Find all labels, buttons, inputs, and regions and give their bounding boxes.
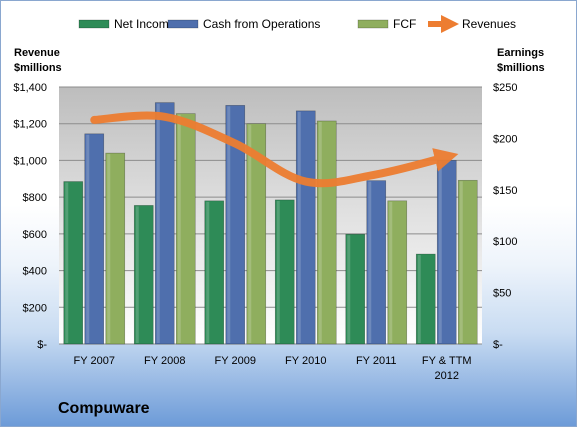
bar-fcf bbox=[246, 123, 267, 345]
x-tick-label: FY & TTM bbox=[422, 355, 472, 367]
bar-net-income bbox=[63, 181, 84, 345]
bar-highlight bbox=[135, 206, 139, 343]
x-tick-label: FY 2009 bbox=[215, 355, 256, 367]
legend-swatch bbox=[167, 19, 199, 29]
bar-highlight bbox=[417, 255, 421, 343]
bar-highlight bbox=[248, 124, 252, 343]
left-axis-ticks: $- $200 $400 $600 $800 $1,000 $1,200 $1,400 bbox=[13, 82, 47, 351]
legend-label: FCF bbox=[393, 17, 416, 31]
bars bbox=[63, 102, 478, 345]
category-labels: FY 2007 FY 2008 FY 2009 FY 2010 FY 2011 FY & … bbox=[74, 355, 472, 382]
x-tick-label: FY 2010 bbox=[285, 355, 326, 367]
bar-highlight bbox=[368, 181, 372, 343]
chart-legend: Net Income Cash from Operations FCF Revenue… bbox=[78, 15, 516, 33]
left-tick-label: $1,000 bbox=[13, 155, 47, 167]
bar-cash-from-operations bbox=[225, 105, 246, 345]
x-tick-label: FY 2007 bbox=[74, 355, 115, 367]
right-tick-label: $100 bbox=[493, 236, 517, 248]
legend-swatch bbox=[357, 19, 389, 29]
revenue-line-layer bbox=[90, 111, 459, 188]
legend-label: Net Income bbox=[114, 17, 176, 31]
bar-fcf bbox=[387, 200, 408, 345]
left-tick-label: $- bbox=[37, 339, 47, 351]
bar-net-income bbox=[204, 200, 225, 345]
right-axis-title: Earnings bbox=[497, 47, 544, 59]
bar-cash-from-operations bbox=[366, 180, 387, 345]
bar-highlight bbox=[347, 235, 351, 343]
left-tick-label: $1,200 bbox=[13, 119, 47, 131]
left-tick-label: $400 bbox=[23, 266, 47, 278]
right-tick-label: $250 bbox=[493, 82, 517, 94]
bar-fcf bbox=[175, 113, 196, 345]
company-name: Compuware bbox=[58, 400, 150, 417]
x-tick-label-line2: 2012 bbox=[435, 370, 459, 382]
legend-label: Cash from Operations bbox=[203, 17, 320, 31]
left-tick-label: $1,400 bbox=[13, 82, 47, 94]
x-tick-label: FY 2011 bbox=[356, 355, 397, 367]
bar-highlight bbox=[227, 106, 231, 343]
left-tick-label: $800 bbox=[23, 192, 47, 204]
right-axis-unit: $millions bbox=[497, 62, 545, 74]
bar-fcf bbox=[457, 179, 478, 345]
right-tick-label: $150 bbox=[493, 185, 517, 197]
axis-titles: Revenue $millions Earnings $millions bbox=[14, 47, 545, 74]
revenue-line bbox=[90, 111, 459, 188]
plot-area bbox=[59, 87, 482, 344]
bar-net-income bbox=[415, 253, 436, 345]
bar-highlight bbox=[318, 121, 322, 343]
bar-cash-from-operations bbox=[154, 102, 175, 345]
bar-cash-from-operations bbox=[295, 110, 316, 345]
left-axis-title: Revenue bbox=[14, 47, 60, 59]
bar-fcf bbox=[316, 120, 337, 345]
bar-highlight bbox=[65, 182, 69, 343]
bar-fcf bbox=[105, 152, 126, 345]
right-tick-label: $50 bbox=[493, 288, 511, 300]
bar-highlight bbox=[107, 154, 111, 343]
legend-label: Revenues bbox=[462, 17, 516, 31]
bar-net-income bbox=[274, 199, 295, 345]
x-tick-label: FY 2008 bbox=[144, 355, 185, 367]
right-tick-label: $- bbox=[493, 339, 503, 351]
bar-highlight bbox=[459, 181, 463, 343]
bar-cash-from-operations bbox=[84, 133, 105, 345]
bar-highlight bbox=[156, 103, 160, 343]
bar-highlight bbox=[276, 200, 280, 343]
left-axis-unit: $millions bbox=[14, 62, 62, 74]
left-tick-label: $600 bbox=[23, 229, 47, 241]
bar-net-income bbox=[133, 205, 154, 345]
bar-highlight bbox=[297, 111, 301, 343]
right-tick-label: $200 bbox=[493, 133, 517, 145]
bar-highlight bbox=[177, 114, 181, 343]
legend-swatch bbox=[78, 19, 110, 29]
bar-highlight bbox=[438, 161, 442, 343]
bar-highlight bbox=[86, 134, 90, 343]
bar-highlight bbox=[206, 201, 210, 343]
left-tick-label: $200 bbox=[23, 302, 47, 314]
bar-net-income bbox=[345, 233, 366, 345]
right-axis-ticks: $- $50 $100 $150 $200 $250 bbox=[493, 82, 517, 351]
bar-highlight bbox=[389, 201, 393, 343]
